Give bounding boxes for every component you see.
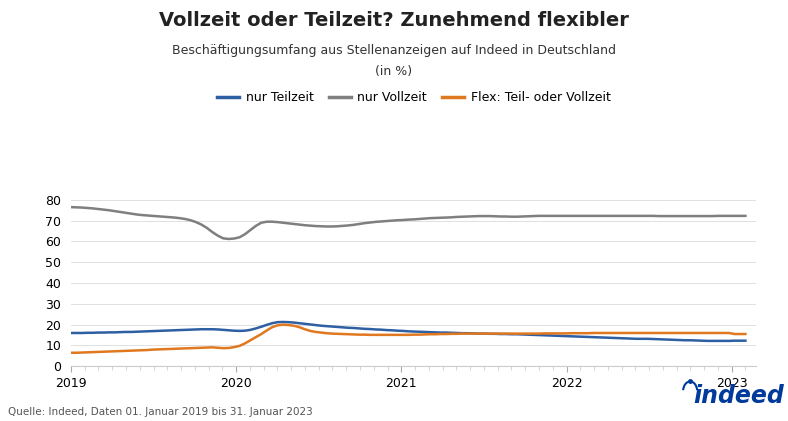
Text: Beschäftigungsumfang aus Stellenanzeigen auf Indeed in Deutschland: Beschäftigungsumfang aus Stellenanzeigen… [172,44,616,57]
Text: Vollzeit oder Teilzeit? Zunehmend flexibler: Vollzeit oder Teilzeit? Zunehmend flexib… [159,11,629,29]
Text: Quelle: Indeed, Daten 01. Januar 2019 bis 31. Januar 2023: Quelle: Indeed, Daten 01. Januar 2019 bi… [8,407,313,417]
Text: (in %): (in %) [375,65,413,78]
Text: indeed: indeed [693,384,784,408]
Legend: nur Teilzeit, nur Vollzeit, Flex: Teil- oder Vollzeit: nur Teilzeit, nur Vollzeit, Flex: Teil- … [212,86,615,109]
